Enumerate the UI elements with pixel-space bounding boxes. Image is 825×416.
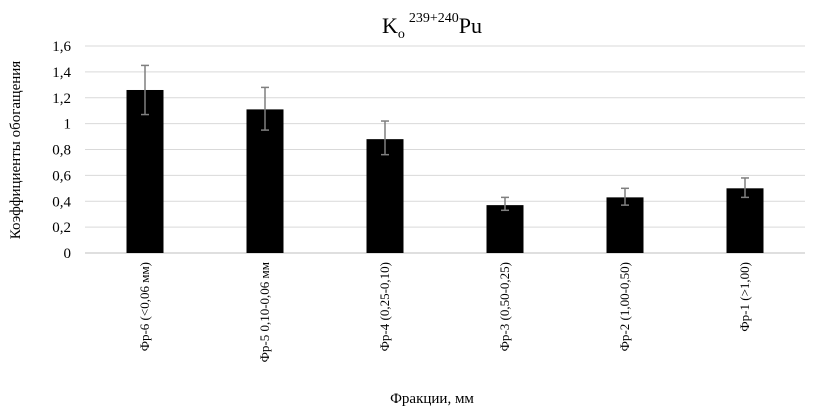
y-tick-labels: 0 0,2 0,4 0,6 0,8 1 1,2 1,4 1,6: [52, 39, 71, 262]
x-tick-labels: Фр-6 (<0,06 мм) Фр-5 0,10-0,06 мм Фр-4 (0,…: [137, 262, 752, 362]
x-tick-label: Фр-5 0,10-0,06 мм: [257, 262, 272, 362]
chart-title-main: K: [382, 13, 398, 38]
y-tick-label: 1,2: [52, 91, 71, 107]
bar: [726, 188, 764, 253]
x-tick-label: Фр-2 (1,00-0,50): [617, 262, 632, 351]
error-bar: [141, 64, 149, 116]
bar: [126, 89, 164, 253]
error-bar: [381, 120, 389, 156]
y-tick-label: 0,4: [52, 194, 71, 210]
error-bar: [621, 187, 629, 206]
y-tick-label: 0: [64, 246, 72, 262]
gridlines: [85, 45, 805, 254]
error-bar: [501, 196, 509, 212]
bar: [366, 139, 404, 253]
bar: [246, 109, 284, 253]
y-tick-label: 1,6: [52, 39, 71, 55]
y-tick-label: 0,6: [52, 168, 71, 184]
y-tick-label: 1: [64, 117, 72, 133]
error-bar: [741, 177, 749, 199]
bars: [126, 89, 764, 253]
x-tick-label: Фр-1 (>1,00): [737, 262, 752, 332]
x-axis-label: Фракции, мм: [390, 391, 474, 407]
error-bar: [261, 86, 269, 131]
y-tick-label: 0,2: [52, 220, 71, 236]
x-tick-label: Фр-6 (<0,06 мм): [137, 262, 152, 351]
bar: [606, 197, 644, 253]
y-axis-label: Коэффициенты обогащения: [8, 61, 24, 239]
y-tick-label: 1,4: [52, 65, 71, 81]
y-tick-label: 0,8: [52, 143, 71, 159]
chart-title-sub: o: [398, 27, 405, 42]
chart-title-sup: 239+240: [409, 11, 459, 26]
x-tick-label: Фр-4 (0,25-0,10): [377, 262, 392, 351]
bar: [486, 205, 524, 253]
x-tick-label: Фр-3 (0,50-0,25): [497, 262, 512, 351]
error-bars: [141, 64, 749, 212]
chart-title-tail: Pu: [459, 13, 482, 38]
chart-title: Ko 239+240Pu: [382, 11, 482, 42]
